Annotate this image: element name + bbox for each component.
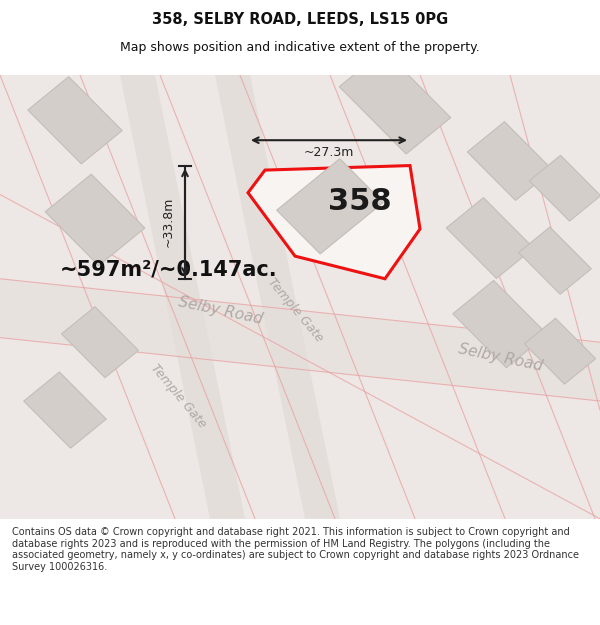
Polygon shape bbox=[0, 279, 600, 401]
Polygon shape bbox=[277, 159, 383, 254]
Polygon shape bbox=[62, 307, 139, 378]
Text: ~597m²/~0.147ac.: ~597m²/~0.147ac. bbox=[60, 260, 278, 280]
Polygon shape bbox=[529, 155, 600, 221]
Text: Temple Gate: Temple Gate bbox=[148, 362, 208, 431]
Polygon shape bbox=[248, 166, 420, 279]
Text: Map shows position and indicative extent of the property.: Map shows position and indicative extent… bbox=[120, 41, 480, 54]
Polygon shape bbox=[467, 122, 553, 201]
Text: 358, SELBY ROAD, LEEDS, LS15 0PG: 358, SELBY ROAD, LEEDS, LS15 0PG bbox=[152, 12, 448, 27]
Text: Selby Road: Selby Road bbox=[176, 294, 263, 327]
Text: Selby Road: Selby Road bbox=[457, 341, 544, 374]
Polygon shape bbox=[518, 227, 592, 294]
Polygon shape bbox=[524, 318, 596, 384]
Text: Temple Gate: Temple Gate bbox=[265, 276, 325, 345]
Polygon shape bbox=[120, 75, 245, 519]
Polygon shape bbox=[24, 372, 106, 448]
Polygon shape bbox=[446, 198, 533, 278]
Polygon shape bbox=[215, 75, 340, 519]
Polygon shape bbox=[339, 51, 451, 154]
Text: ~27.3m: ~27.3m bbox=[304, 146, 354, 159]
Text: 358: 358 bbox=[328, 188, 392, 216]
Polygon shape bbox=[453, 281, 547, 368]
Polygon shape bbox=[45, 174, 145, 266]
Text: Contains OS data © Crown copyright and database right 2021. This information is : Contains OS data © Crown copyright and d… bbox=[12, 527, 579, 572]
Polygon shape bbox=[28, 77, 122, 164]
Text: ~33.8m: ~33.8m bbox=[162, 197, 175, 248]
